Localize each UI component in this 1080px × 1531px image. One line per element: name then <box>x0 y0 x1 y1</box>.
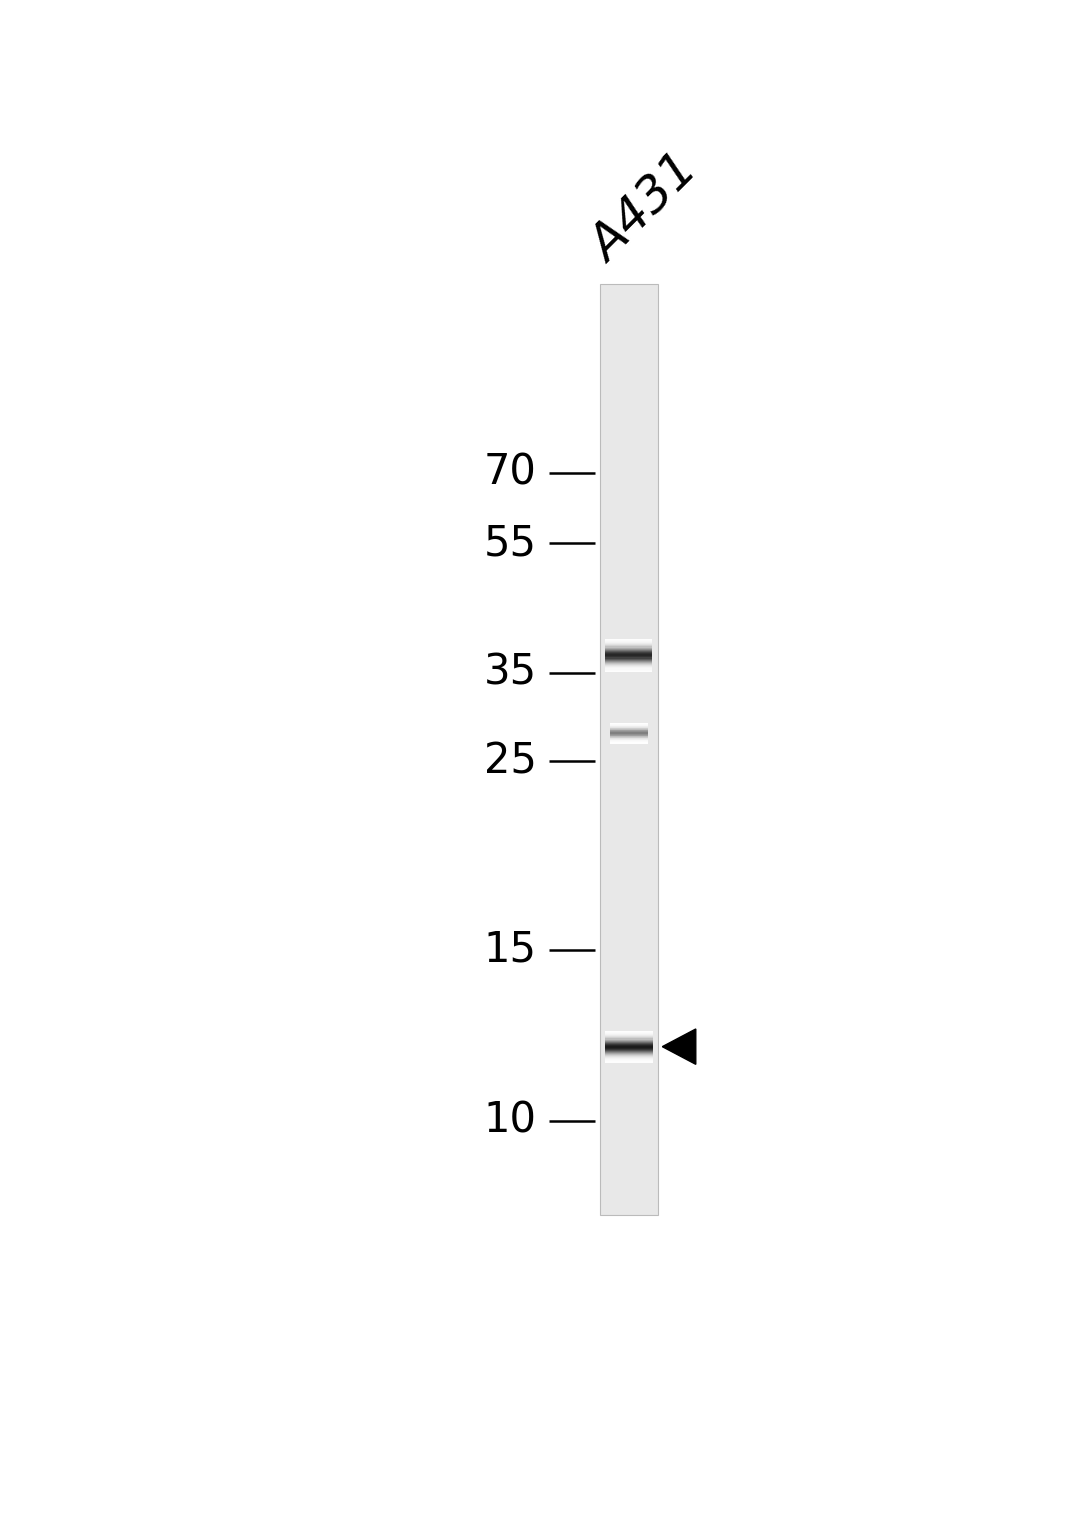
Bar <box>605 1032 652 1033</box>
Bar <box>606 648 652 649</box>
Text: 35: 35 <box>484 652 537 694</box>
Bar <box>606 640 652 641</box>
Bar <box>606 664 652 668</box>
Bar <box>606 668 652 669</box>
Bar <box>605 1061 652 1063</box>
Bar <box>606 669 652 671</box>
Bar <box>605 1052 652 1053</box>
Text: 10: 10 <box>484 1099 537 1142</box>
Bar <box>606 663 652 664</box>
Bar <box>606 655 652 657</box>
Bar <box>606 651 652 652</box>
Bar <box>605 1049 652 1050</box>
Bar <box>606 638 652 640</box>
Bar <box>606 657 652 660</box>
Polygon shape <box>662 1029 696 1064</box>
Bar <box>605 1044 652 1046</box>
Bar <box>606 661 652 663</box>
Bar <box>605 1059 652 1061</box>
Text: 25: 25 <box>484 741 537 782</box>
Bar <box>605 1050 652 1052</box>
Bar <box>605 1038 652 1040</box>
Bar <box>606 643 652 645</box>
Bar <box>605 1035 652 1036</box>
Bar <box>606 641 652 643</box>
Bar <box>605 1038 652 1040</box>
Bar <box>606 666 652 668</box>
Bar <box>606 641 652 643</box>
Bar <box>605 1044 652 1046</box>
Bar <box>606 669 652 671</box>
Text: A431: A431 <box>582 147 708 273</box>
Bar <box>606 664 652 666</box>
Text: 70: 70 <box>484 452 537 493</box>
Bar <box>606 660 652 661</box>
Bar <box>605 1053 652 1055</box>
Bar <box>606 661 652 663</box>
Bar <box>605 1056 652 1058</box>
Bar <box>605 1036 652 1038</box>
Bar <box>605 1033 652 1035</box>
Bar <box>605 1035 652 1036</box>
Bar <box>606 649 652 652</box>
Bar <box>605 1041 652 1043</box>
Bar <box>605 1040 652 1041</box>
Bar <box>605 1032 652 1033</box>
Bar <box>605 1046 652 1047</box>
Bar <box>605 1047 652 1049</box>
Bar <box>605 1056 652 1058</box>
Bar <box>605 1041 652 1043</box>
Bar <box>605 1059 652 1061</box>
Bar <box>605 1050 652 1052</box>
Bar <box>606 654 652 655</box>
Bar <box>606 657 652 658</box>
Bar <box>606 671 652 672</box>
Text: 55: 55 <box>484 522 537 565</box>
Bar <box>606 658 652 660</box>
Bar <box>606 654 652 655</box>
Bar <box>606 646 652 648</box>
Bar <box>606 645 652 646</box>
Bar <box>606 652 652 654</box>
Bar <box>606 649 652 651</box>
Text: 15: 15 <box>484 929 537 971</box>
Bar <box>605 1047 652 1049</box>
Bar <box>605 1058 652 1059</box>
Bar <box>599 283 658 1216</box>
Bar <box>605 1053 652 1055</box>
Bar <box>605 1055 652 1056</box>
Bar <box>605 1043 652 1044</box>
Bar <box>606 646 652 648</box>
